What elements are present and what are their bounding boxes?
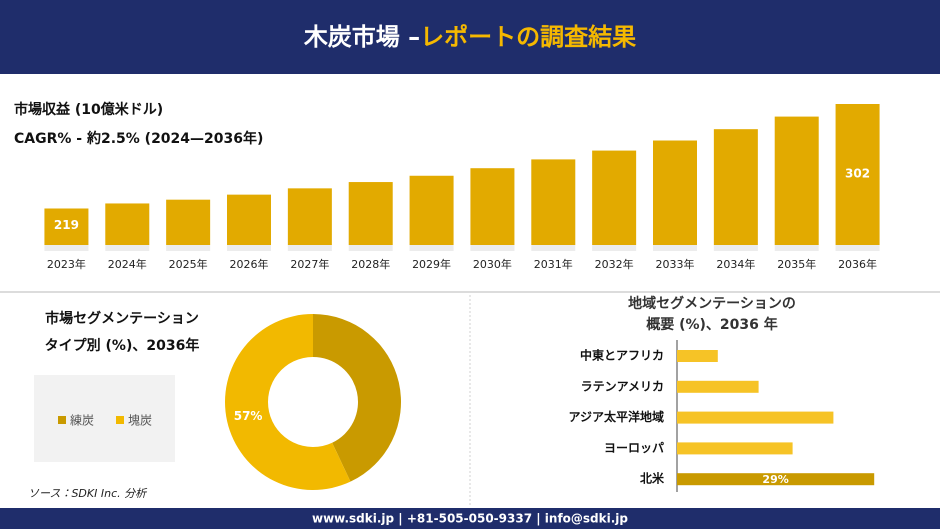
x-tick-label: 2035年: [777, 257, 816, 271]
data-label: 302: [845, 167, 870, 181]
x-tick-label: 2030年: [473, 257, 512, 271]
y-tick-label: 北米: [640, 471, 665, 486]
bar-shadow: [409, 245, 454, 251]
legend-swatch: [58, 416, 66, 424]
bar: [348, 182, 393, 245]
x-tick-label: 2031年: [534, 257, 573, 271]
bar: [592, 150, 637, 245]
pie-slice: [224, 314, 351, 491]
data-label: 29%: [762, 473, 788, 486]
y-tick-label: アジア太平洋地域: [568, 409, 664, 424]
footer-text: www.sdki.jp | +81-505-050-9337 | info@sd…: [312, 512, 628, 526]
bar-shadow: [287, 245, 332, 251]
legend-label: 練炭: [70, 414, 94, 428]
x-tick-label: 2036年: [838, 257, 877, 271]
hbar-title: 概要 (%)、2036 年: [646, 316, 778, 333]
title-accent: レポートの調査結果: [420, 23, 636, 51]
title-main: 木炭市場 –: [303, 23, 420, 51]
legend-box: [34, 375, 175, 462]
pie-title: タイプ別 (%)、2036年: [45, 337, 200, 354]
bar-shadow: [774, 245, 819, 251]
bar: [677, 411, 834, 424]
bar: [227, 194, 271, 245]
bar: [105, 203, 150, 245]
bar: [677, 350, 718, 362]
bar: [287, 188, 332, 245]
hbar-title: 地域セグメンテーションの: [628, 295, 796, 312]
bar: [713, 129, 758, 245]
x-tick-label: 2028年: [351, 257, 390, 271]
x-tick-label: 2032年: [595, 257, 634, 271]
data-label: 219: [54, 218, 79, 232]
bar-shadow: [470, 245, 515, 251]
header-title: 木炭市場 –レポートの調査結果: [303, 23, 636, 51]
bar-shadow: [713, 245, 758, 251]
x-tick-label: 2023年: [47, 257, 86, 271]
x-tick-label: 2029年: [412, 257, 451, 271]
y-tick-label: 中東とアフリカ: [580, 348, 664, 363]
bar: [470, 168, 515, 245]
bar: [166, 199, 211, 245]
bar: [677, 380, 759, 393]
bar: [677, 442, 793, 455]
y-tick-label: ヨーロッパ: [604, 441, 664, 455]
footer-bar: [0, 508, 940, 529]
bar: [677, 473, 875, 486]
bar-shadow: [166, 245, 211, 251]
bar: [653, 140, 697, 245]
source: ソース：SDKI Inc. 分析: [28, 487, 148, 500]
bar-shadow: [348, 245, 393, 251]
bar: [44, 208, 89, 245]
bar-shadow: [835, 245, 880, 251]
bar: [531, 159, 576, 245]
x-tick-label: 2033年: [656, 257, 695, 271]
bar-shadow: [592, 245, 637, 251]
header-bar: [0, 0, 940, 74]
pie-slice: [313, 314, 401, 482]
bar-shadow: [227, 245, 271, 251]
legend-swatch: [116, 416, 124, 424]
pie-title: 市場セグメンテーション: [45, 310, 199, 327]
data-label: 57%: [234, 409, 263, 423]
x-tick-label: 2026年: [230, 257, 269, 271]
x-tick-label: 2024年: [108, 257, 147, 271]
legend-label: 塊炭: [128, 413, 152, 428]
x-tick-label: 2034年: [716, 257, 755, 271]
bar-shadow: [653, 245, 697, 251]
bar: [774, 116, 819, 245]
bar-shadow: [105, 245, 150, 251]
x-tick-label: 2025年: [169, 257, 208, 271]
chart-title: 市場収益 (10億米ドル): [14, 101, 163, 118]
bar: [409, 175, 454, 245]
chart-subtitle: CAGR% - 約2.5% (2024—2036年): [14, 130, 263, 147]
bar-shadow: [44, 245, 89, 251]
x-tick-label: 2027年: [290, 257, 329, 271]
bar-shadow: [531, 245, 576, 251]
y-tick-label: ラテンアメリカ: [581, 379, 664, 393]
bar: [835, 104, 880, 245]
